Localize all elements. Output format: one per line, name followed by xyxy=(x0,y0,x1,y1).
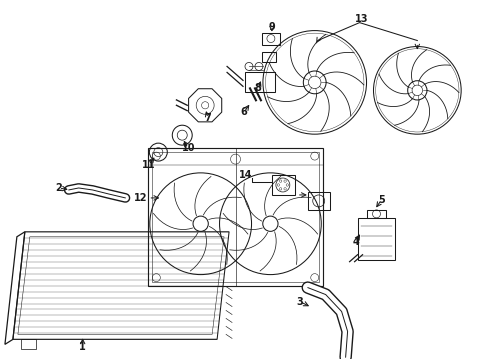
Bar xyxy=(152,152,318,282)
Text: 5: 5 xyxy=(378,195,385,205)
Text: 7: 7 xyxy=(205,113,212,123)
Text: 9: 9 xyxy=(269,22,275,32)
Text: 4: 4 xyxy=(352,237,359,247)
Text: 11: 11 xyxy=(142,160,155,170)
Text: 13: 13 xyxy=(355,14,368,24)
Bar xyxy=(358,218,395,260)
Text: 1: 1 xyxy=(79,342,86,352)
Text: 3: 3 xyxy=(296,297,303,306)
Text: 6: 6 xyxy=(241,107,247,117)
Bar xyxy=(21,339,36,349)
Bar xyxy=(245,72,275,92)
Bar xyxy=(148,148,323,285)
Text: 10: 10 xyxy=(181,143,195,153)
Bar xyxy=(262,53,276,62)
Text: 14: 14 xyxy=(239,170,253,180)
Text: 2: 2 xyxy=(55,183,62,193)
Bar xyxy=(367,210,386,218)
Text: 8: 8 xyxy=(254,84,261,93)
Text: 12: 12 xyxy=(134,193,147,203)
Bar xyxy=(262,32,280,45)
